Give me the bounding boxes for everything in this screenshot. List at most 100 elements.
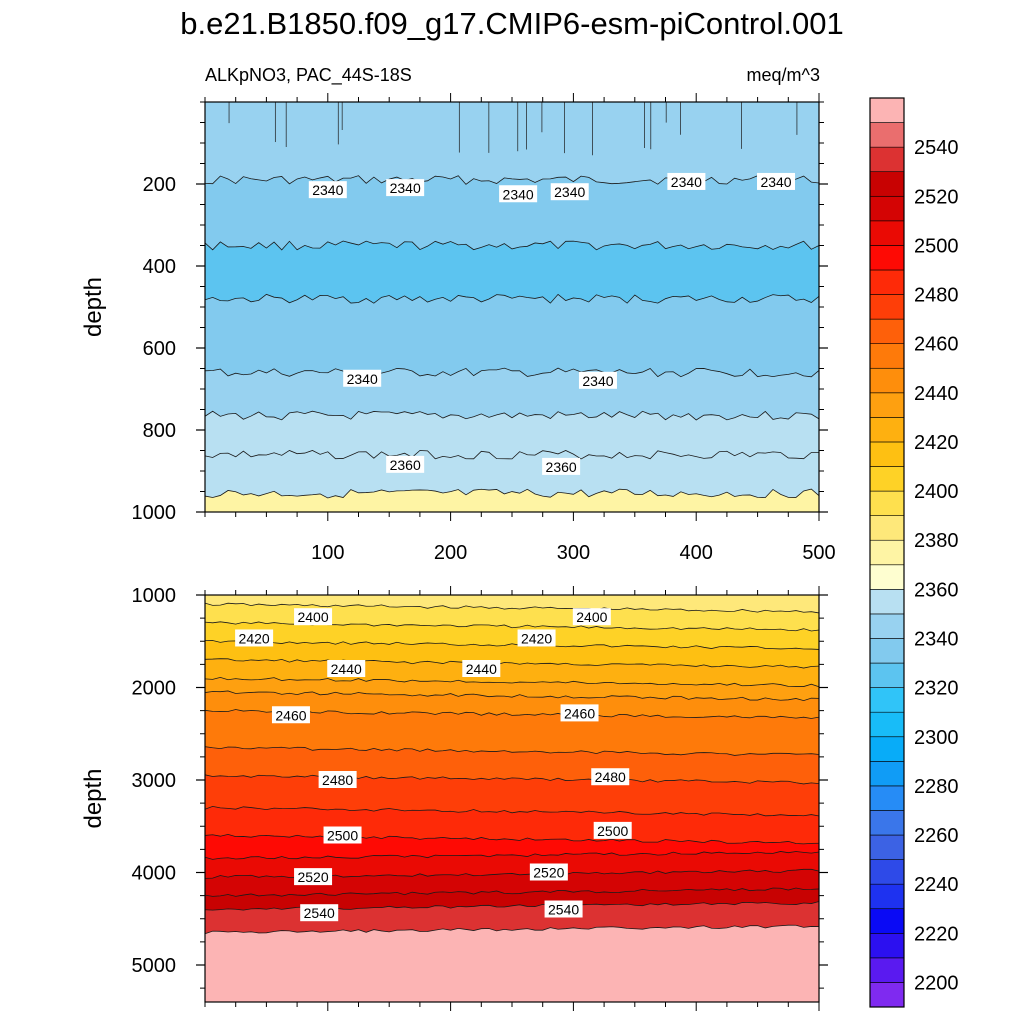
contour-label-text: 2500 [327, 828, 358, 844]
x-tick-label: 200 [434, 542, 467, 564]
contour-label-box [550, 183, 589, 201]
colorbar-label: 2520 [914, 186, 959, 208]
contour-line [204, 367, 820, 378]
contour-label-box [757, 172, 796, 190]
contour-line [204, 805, 820, 817]
colorbar-swatch [869, 883, 905, 910]
contour-label-text: 2340 [554, 184, 585, 200]
contour-label-box [300, 904, 339, 922]
colorbar-label: 2400 [914, 481, 959, 503]
colorbar-label: 2260 [914, 825, 959, 847]
colorbar-swatch [869, 638, 905, 664]
contour-line [204, 887, 820, 897]
contour-label-box [308, 181, 347, 199]
colorbar-swatch [869, 417, 905, 443]
upper-contour-panel: 2340 2340 2340 2340 2340 2340 2340 2340 2360 2360… [80, 93, 836, 564]
colorbar-swatch [869, 269, 905, 295]
contour-label-text: 2540 [304, 905, 335, 921]
contour-label-box [544, 900, 583, 918]
colorbar-label: 2380 [914, 530, 959, 552]
colorbar-label: 2500 [914, 235, 959, 257]
colorbar-swatch [869, 146, 905, 173]
contour-label-text: 2480 [322, 772, 353, 788]
contour-label-box [542, 457, 581, 475]
contour-label: 2500 [323, 826, 362, 844]
colorbar-swatch [869, 564, 905, 590]
x-tick-label: 500 [802, 542, 835, 564]
contour-label-text: 2500 [597, 823, 628, 839]
y-tick-label: 1000 [132, 502, 177, 524]
colorbar-swatch [869, 859, 905, 885]
y-tick-label: 600 [143, 338, 176, 360]
contour-band [205, 677, 819, 701]
contour-line [204, 774, 820, 785]
contour-label-box [578, 371, 617, 389]
contour-label-box [318, 771, 357, 788]
colorbar-label: 2220 [914, 923, 959, 945]
units-label: meq/m^3 [747, 65, 820, 85]
colorbar-frame [869, 97, 905, 1008]
contour-label-text: 2460 [275, 707, 306, 723]
y-tick-label: 200 [143, 174, 176, 196]
contour-label: 2340 [667, 172, 706, 190]
colorbar-swatch [869, 711, 905, 738]
y-tick-label: 800 [143, 420, 176, 442]
contour-label-text: 2400 [297, 609, 328, 625]
contour-label: 2520 [294, 868, 333, 886]
contour-label-text: 2360 [390, 457, 421, 473]
colorbar-swatch [869, 515, 905, 541]
colorbar-swatch [869, 195, 905, 222]
contour-label: 2420 [235, 629, 274, 647]
contour-label-box [529, 863, 568, 881]
colorbar-swatch [869, 171, 905, 197]
contour-label-text: 2480 [595, 769, 626, 785]
contour-label: 2540 [300, 904, 339, 922]
contour-label-box [499, 185, 538, 203]
colorbar-label: 2460 [914, 334, 959, 356]
contour-line [204, 924, 820, 935]
colorbar-swatch [869, 367, 905, 394]
colorbar-swatch [869, 589, 905, 615]
colorbar-swatch [869, 957, 905, 983]
contour-label-text: 2340 [671, 174, 702, 190]
contour-band [205, 690, 819, 719]
contour-label-text: 2540 [548, 902, 579, 918]
colorbar-label: 2480 [914, 285, 959, 307]
contour-label: 2340 [578, 371, 617, 389]
colorbar-swatch [869, 539, 905, 566]
colorbar-swatch [869, 810, 905, 836]
y-tick-label: 5000 [132, 955, 177, 977]
colorbar-swatch [869, 687, 905, 713]
contour-label: 2440 [462, 660, 501, 677]
contour-band [205, 450, 819, 498]
contour-band [205, 175, 819, 250]
contour-band [205, 709, 819, 756]
colorbar-swatch [869, 982, 905, 1008]
contour-line [204, 640, 820, 650]
x-tick-label: 100 [311, 542, 344, 564]
contour-line [204, 240, 820, 251]
colorbar-label: 2540 [914, 137, 959, 159]
colorbar-swatch [869, 662, 905, 688]
contour-line [204, 690, 820, 702]
colorbar-swatch [869, 908, 905, 934]
contour-label-text: 2420 [239, 630, 270, 646]
contour-label-text: 2340 [582, 373, 613, 389]
contour-line [204, 450, 820, 460]
contour-label: 2340 [550, 183, 589, 201]
contour-label-text: 2520 [297, 869, 328, 885]
colorbar-swatch [869, 392, 905, 418]
colorbar-swatch [869, 466, 905, 492]
contour-label-box [386, 455, 425, 473]
contour-label: 2360 [542, 457, 581, 475]
contour-label-text: 2440 [466, 661, 497, 677]
colorbar-swatch [869, 785, 905, 811]
contour-line [204, 746, 820, 756]
y-axis-label: depth [80, 277, 107, 337]
colorbar-swatch [869, 294, 905, 320]
contour-fill-group [205, 102, 819, 512]
contour-band [205, 411, 819, 459]
contour-line [204, 602, 820, 614]
contour-label-text: 2420 [521, 630, 552, 646]
